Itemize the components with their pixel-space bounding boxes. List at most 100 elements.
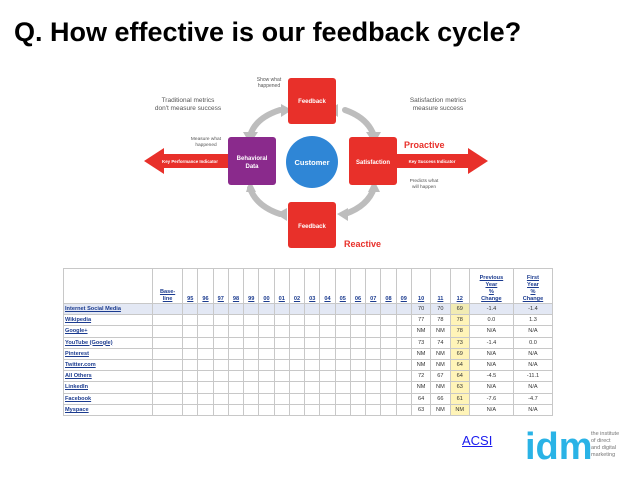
column-header[interactable]: First Year% Change (512, 268, 554, 304)
empty-cell (182, 403, 199, 416)
ksi-arrow (396, 148, 488, 174)
empty-cell (243, 370, 260, 383)
customer-label: Customer (294, 158, 329, 167)
empty-cell (227, 392, 245, 405)
score-cell: -1.4 (512, 302, 554, 316)
empty-cell (380, 336, 397, 349)
empty-cell (349, 392, 367, 405)
company-link[interactable]: All Others (63, 370, 153, 383)
column-header[interactable]: 12 (449, 268, 470, 304)
column-header[interactable]: 10 (410, 268, 432, 304)
empty-cell (380, 325, 397, 338)
score-cell: N/A (512, 381, 554, 394)
empty-cell (334, 302, 351, 316)
table-row: Facebook 64 66 61 -7.6 -4.7 (63, 392, 554, 405)
empty-cell (243, 403, 260, 416)
empty-cell (212, 358, 229, 372)
score-cell: NM (430, 358, 451, 372)
column-header[interactable]: 03 (304, 268, 321, 304)
score-cell: NM (449, 403, 470, 416)
column-header[interactable]: 00 (258, 268, 275, 304)
score-cell: 78 (449, 314, 470, 327)
score-cell: NM (430, 325, 451, 338)
empty-cell (288, 403, 306, 416)
score-cell: 73 (410, 336, 432, 349)
column-header[interactable]: 08 (380, 268, 397, 304)
empty-cell (380, 358, 397, 372)
empty-cell (243, 381, 260, 394)
empty-cell (380, 347, 397, 360)
table-body: Internet Social Media 70 70 69 -1.4 -1.4 Wikip… (63, 302, 554, 416)
satisfaction-metrics-line1: Satisfaction metrics (410, 97, 467, 104)
empty-cell (258, 336, 275, 349)
empty-cell (273, 358, 290, 372)
column-header[interactable]: 99 (243, 268, 260, 304)
feedback-bottom-box (288, 202, 336, 248)
logo-letters: idm (525, 426, 593, 468)
kpi-arrow (144, 148, 228, 174)
company-link[interactable]: Wikipedia (63, 314, 153, 327)
column-header[interactable]: 97 (212, 268, 229, 304)
score-cell: N/A (468, 403, 514, 416)
empty-cell (349, 302, 367, 316)
score-cell: NM (430, 347, 451, 360)
empty-cell (365, 381, 382, 394)
empty-cell (334, 325, 351, 338)
column-header[interactable]: 95 (182, 268, 199, 304)
score-cell: 77 (410, 314, 432, 327)
behavioral-label-line2: Data (245, 164, 259, 170)
empty-cell (212, 392, 229, 405)
column-header[interactable]: 02 (288, 268, 306, 304)
column-header[interactable]: 98 (227, 268, 245, 304)
column-header[interactable]: Previous Year% Change (468, 268, 514, 304)
empty-cell (365, 336, 382, 349)
empty-cell (227, 403, 245, 416)
column-header[interactable]: 06 (349, 268, 367, 304)
empty-cell (334, 336, 351, 349)
empty-cell (182, 325, 199, 338)
measure-what-line2: happened (195, 142, 217, 148)
company-link[interactable]: Internet Social Media (63, 302, 153, 316)
column-header[interactable]: 96 (197, 268, 214, 304)
company-link[interactable]: LinkedIn (63, 381, 153, 394)
column-header[interactable]: 05 (334, 268, 351, 304)
company-link[interactable]: Myspace (63, 403, 153, 416)
empty-cell (288, 347, 306, 360)
column-header[interactable]: 07 (365, 268, 382, 304)
column-header[interactable]: 04 (319, 268, 336, 304)
empty-cell (212, 403, 229, 416)
table-row: Wikipedia 77 78 78 0.0 1.3 (63, 314, 554, 327)
company-link[interactable]: Facebook (63, 392, 153, 405)
empty-cell (380, 381, 397, 394)
company-link[interactable]: YouTube (Google) (63, 336, 153, 349)
score-cell: -4.7 (512, 392, 554, 405)
empty-cell (182, 302, 199, 316)
acsi-link[interactable]: ACSI (462, 433, 493, 448)
empty-cell (365, 358, 382, 372)
empty-cell (197, 358, 214, 372)
company-link[interactable]: Pinterest (63, 347, 153, 360)
column-header[interactable]: Base-line (151, 268, 184, 304)
empty-cell (319, 381, 336, 394)
behavioral-label-line1: Behavioral (237, 156, 268, 162)
empty-cell (227, 325, 245, 338)
empty-cell (151, 336, 184, 349)
empty-cell (365, 325, 382, 338)
column-header[interactable]: 01 (273, 268, 290, 304)
empty-cell (273, 392, 290, 405)
company-link[interactable]: Twitter.com (63, 358, 153, 372)
empty-cell (334, 370, 351, 383)
empty-cell (182, 392, 199, 405)
column-header[interactable]: 11 (430, 268, 451, 304)
column-header[interactable]: 09 (395, 268, 412, 304)
empty-cell (151, 392, 184, 405)
company-link[interactable]: Google+ (63, 325, 153, 338)
empty-cell (273, 403, 290, 416)
empty-cell (288, 325, 306, 338)
empty-cell (212, 314, 229, 327)
show-what-line1: Show what (257, 77, 282, 83)
score-cell: N/A (468, 325, 514, 338)
satisfaction-box (349, 137, 397, 185)
score-cell: -4.5 (468, 370, 514, 383)
idm-logo: idm the institute of direct and digital … (525, 426, 619, 468)
